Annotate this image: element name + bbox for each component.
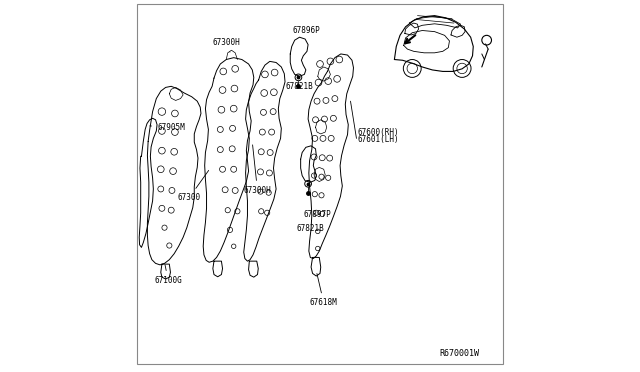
Text: R670001W: R670001W [440, 349, 479, 358]
Text: 67300H: 67300H [244, 145, 271, 195]
Text: 67600(RH): 67600(RH) [357, 128, 399, 137]
Text: 67896P: 67896P [292, 26, 320, 35]
Text: 67897P: 67897P [303, 209, 331, 218]
Text: 67300H: 67300H [212, 38, 240, 52]
Text: 67905M: 67905M [150, 123, 185, 132]
Text: 67100G: 67100G [154, 265, 182, 285]
Text: 67618M: 67618M [310, 273, 337, 307]
Text: 67601(LH): 67601(LH) [357, 135, 399, 144]
Text: 67300: 67300 [177, 170, 209, 202]
Text: 67821B: 67821B [297, 224, 324, 233]
Text: 67821B: 67821B [286, 81, 314, 90]
